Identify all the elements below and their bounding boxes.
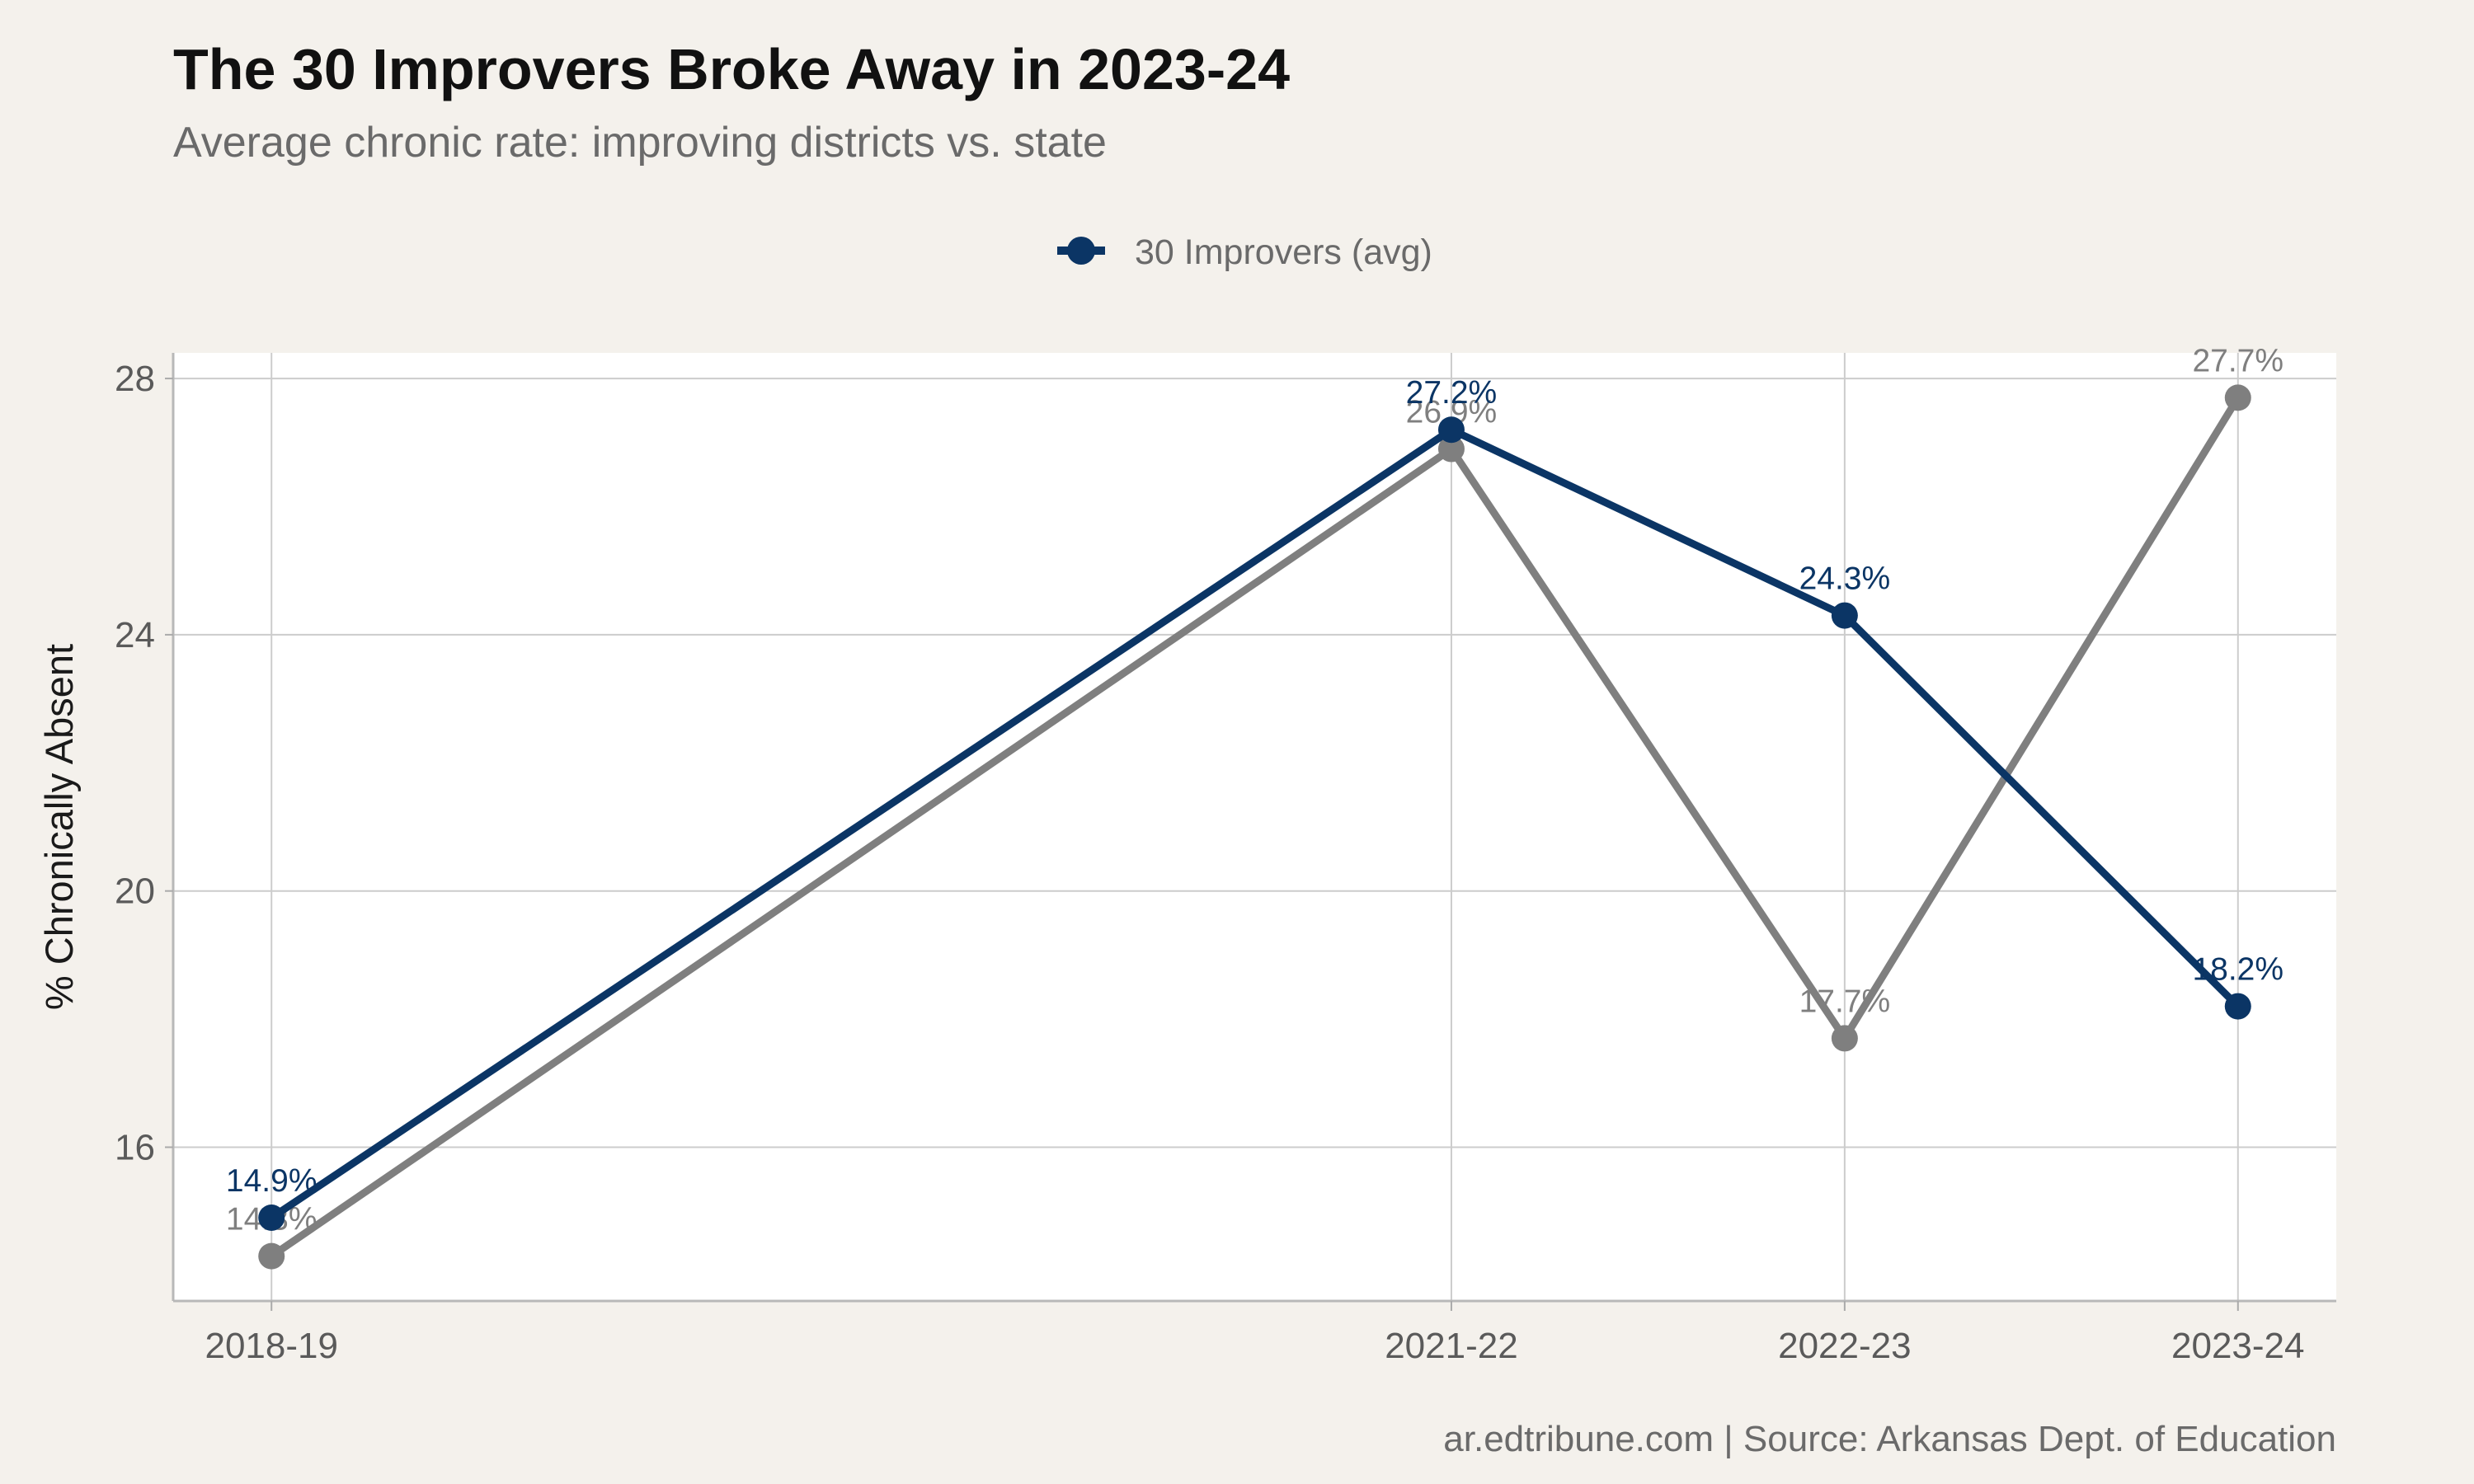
y-axis-label: % Chronically Absent <box>37 644 81 1010</box>
data-label: 18.2% <box>2192 952 2284 988</box>
data-label: 14.9% <box>226 1163 317 1199</box>
x-tick-label: 2018-19 <box>205 1326 337 1366</box>
data-label: 17.7% <box>1799 984 1891 1019</box>
series-layer: 14.3%26.9%17.7%27.7%14.9%27.2%24.3%18.2% <box>226 343 2284 1270</box>
data-point <box>2224 384 2251 411</box>
legend: 30 Improvers (avg) <box>1057 232 1432 272</box>
x-tick-label: 2021-22 <box>1385 1326 1517 1366</box>
x-tick-label: 2022-23 <box>1778 1326 1911 1366</box>
legend-label: 30 Improvers (avg) <box>1135 232 1432 272</box>
data-label: 24.3% <box>1799 561 1891 597</box>
gridlines <box>173 353 2336 1301</box>
series-state: 14.3%26.9%17.7%27.7% <box>226 343 2284 1270</box>
series-line <box>267 393 2242 1261</box>
data-point <box>1437 416 1465 444</box>
data-point <box>1831 1025 1858 1052</box>
x-tick-label: 2023-24 <box>2171 1326 2304 1366</box>
chart-title: The 30 Improvers Broke Away in 2023-24 <box>173 37 1290 101</box>
plot-panel <box>173 353 2336 1301</box>
y-tick-label: 20 <box>115 871 155 912</box>
plot-border <box>172 353 2336 1303</box>
legend-marker <box>1067 237 1095 265</box>
data-label: 27.7% <box>2192 343 2284 378</box>
series-improvers: 14.9% 27.2% 24.3% 18.2% <box>226 375 2284 1231</box>
data-point <box>1831 602 1858 629</box>
data-point <box>258 1204 285 1231</box>
series-line <box>267 425 2242 1222</box>
data-label: 27.2% <box>1406 375 1498 411</box>
data-point <box>1437 435 1465 463</box>
y-tick-label: 28 <box>115 359 155 399</box>
y-tick-label: 16 <box>115 1128 155 1168</box>
data-point <box>2224 993 2251 1020</box>
chart-caption: ar.edtribune.com | Source: Arkansas Dept… <box>1443 1419 2336 1459</box>
axis-layer: 16 20 24 28 2018-19 2021-22 2022-23 2023-24 <box>115 359 2304 1366</box>
data-point <box>258 1242 285 1270</box>
y-tick-label: 24 <box>115 615 155 655</box>
chart-subtitle: Average chronic rate: improving district… <box>173 119 1107 167</box>
